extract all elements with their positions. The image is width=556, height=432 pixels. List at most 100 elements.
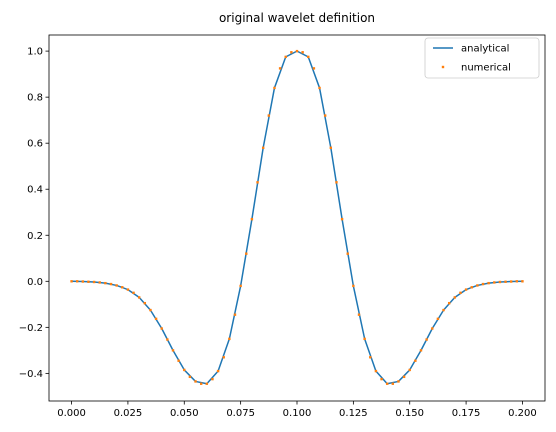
series-point-numerical: [189, 376, 191, 378]
series-point-numerical: [262, 147, 264, 149]
series-line-analytical: [72, 51, 523, 384]
x-tick-label: 0.200: [508, 408, 537, 419]
series-point-numerical: [93, 281, 95, 283]
series-point-numerical: [172, 349, 174, 351]
series-layer: [70, 50, 523, 385]
y-tick-label: 0.2: [27, 231, 43, 242]
x-tick-label: 0.025: [114, 408, 143, 419]
series-point-numerical: [217, 370, 219, 372]
plot-frame: [49, 35, 545, 401]
series-point-numerical: [296, 50, 298, 52]
series-point-numerical: [375, 370, 377, 372]
series-point-numerical: [138, 296, 140, 298]
series-point-numerical: [206, 383, 208, 385]
series-point-numerical: [330, 147, 332, 149]
series-point-numerical: [454, 296, 456, 298]
series-point-numerical: [290, 51, 292, 53]
series-point-numerical: [155, 318, 157, 320]
series-point-numerical: [76, 280, 78, 282]
series-point-numerical: [386, 383, 388, 385]
series-point-numerical: [166, 338, 168, 340]
series-point-numerical: [110, 283, 112, 285]
series-point-numerical: [420, 349, 422, 351]
series-point-numerical: [82, 280, 84, 282]
series-point-numerical: [307, 56, 309, 58]
series-point-numerical: [183, 369, 185, 371]
x-tick-label: 0.150: [395, 408, 424, 419]
series-point-numerical: [397, 380, 399, 382]
series-point-numerical: [177, 360, 179, 362]
x-tick-label: 0.050: [170, 408, 199, 419]
series-point-numerical: [425, 338, 427, 340]
y-tick-label: 0.0: [27, 277, 43, 288]
series-point-numerical: [414, 360, 416, 362]
series-point-numerical: [268, 114, 270, 116]
chart-title: original wavelet definition: [219, 11, 375, 25]
series-point-numerical: [87, 281, 89, 283]
series-point-numerical: [104, 282, 106, 284]
series-point-numerical: [211, 378, 213, 380]
series-point-numerical: [516, 280, 518, 282]
series-point-numerical: [392, 383, 394, 385]
series-point-numerical: [121, 286, 123, 288]
axes-layer: 0.000 0.025 0.050 0.075 0.100 0.125 0.150 0.175…: [19, 47, 537, 419]
series-point-numerical: [442, 309, 444, 311]
series-point-numerical: [403, 376, 405, 378]
series-point-numerical: [251, 218, 253, 220]
y-tick-label: 1.0: [27, 47, 43, 58]
legend-marker-numerical: [442, 66, 444, 68]
y-tick-label: 0.8: [27, 93, 43, 104]
series-point-numerical: [335, 181, 337, 183]
series-point-numerical: [149, 309, 151, 311]
series-point-numerical: [341, 218, 343, 220]
series-point-numerical: [437, 318, 439, 320]
legend-label-numerical: numerical: [461, 63, 511, 74]
series-point-numerical: [347, 252, 349, 254]
series-point-numerical: [223, 356, 225, 358]
x-tick-label: 0.125: [339, 408, 368, 419]
y-tick-label: −0.2: [19, 323, 43, 334]
series-point-numerical: [313, 67, 315, 69]
series-point-numerical: [448, 302, 450, 304]
x-tick-label: 0.000: [57, 408, 86, 419]
series-point-numerical: [228, 338, 230, 340]
series-point-numerical: [369, 356, 371, 358]
series-point-numerical: [70, 280, 72, 282]
series-point-numerical: [256, 181, 258, 183]
series-point-numerical: [200, 383, 202, 385]
series-point-numerical: [409, 369, 411, 371]
series-point-numerical: [465, 288, 467, 290]
series-point-numerical: [239, 285, 241, 287]
series-point-numerical: [504, 281, 506, 283]
legend: analytical numerical: [425, 38, 539, 78]
series-point-numerical: [380, 378, 382, 380]
series-point-numerical: [144, 302, 146, 304]
y-tick-label: −0.4: [19, 369, 43, 380]
series-point-numerical: [194, 380, 196, 382]
series-point-numerical: [476, 284, 478, 286]
series-point-numerical: [234, 313, 236, 315]
x-tick-label: 0.100: [283, 408, 312, 419]
series-point-numerical: [115, 284, 117, 286]
series-point-numerical: [285, 56, 287, 58]
x-tick-label: 0.175: [452, 408, 481, 419]
series-point-numerical: [482, 283, 484, 285]
series-point-numerical: [279, 67, 281, 69]
series-point-numerical: [493, 281, 495, 283]
series-point-numerical: [499, 281, 501, 283]
series-point-numerical: [301, 51, 303, 53]
series-point-numerical: [99, 281, 101, 283]
legend-label-analytical: analytical: [461, 44, 509, 55]
series-point-numerical: [352, 285, 354, 287]
series-point-numerical: [161, 327, 163, 329]
series-point-numerical: [127, 288, 129, 290]
series-point-numerical: [363, 338, 365, 340]
series-point-numerical: [510, 280, 512, 282]
series-point-numerical: [245, 252, 247, 254]
y-tick-label: 0.4: [27, 185, 43, 196]
series-point-numerical: [273, 87, 275, 89]
series-point-numerical: [358, 313, 360, 315]
series-point-numerical: [431, 327, 433, 329]
x-tick-label: 0.075: [226, 408, 255, 419]
